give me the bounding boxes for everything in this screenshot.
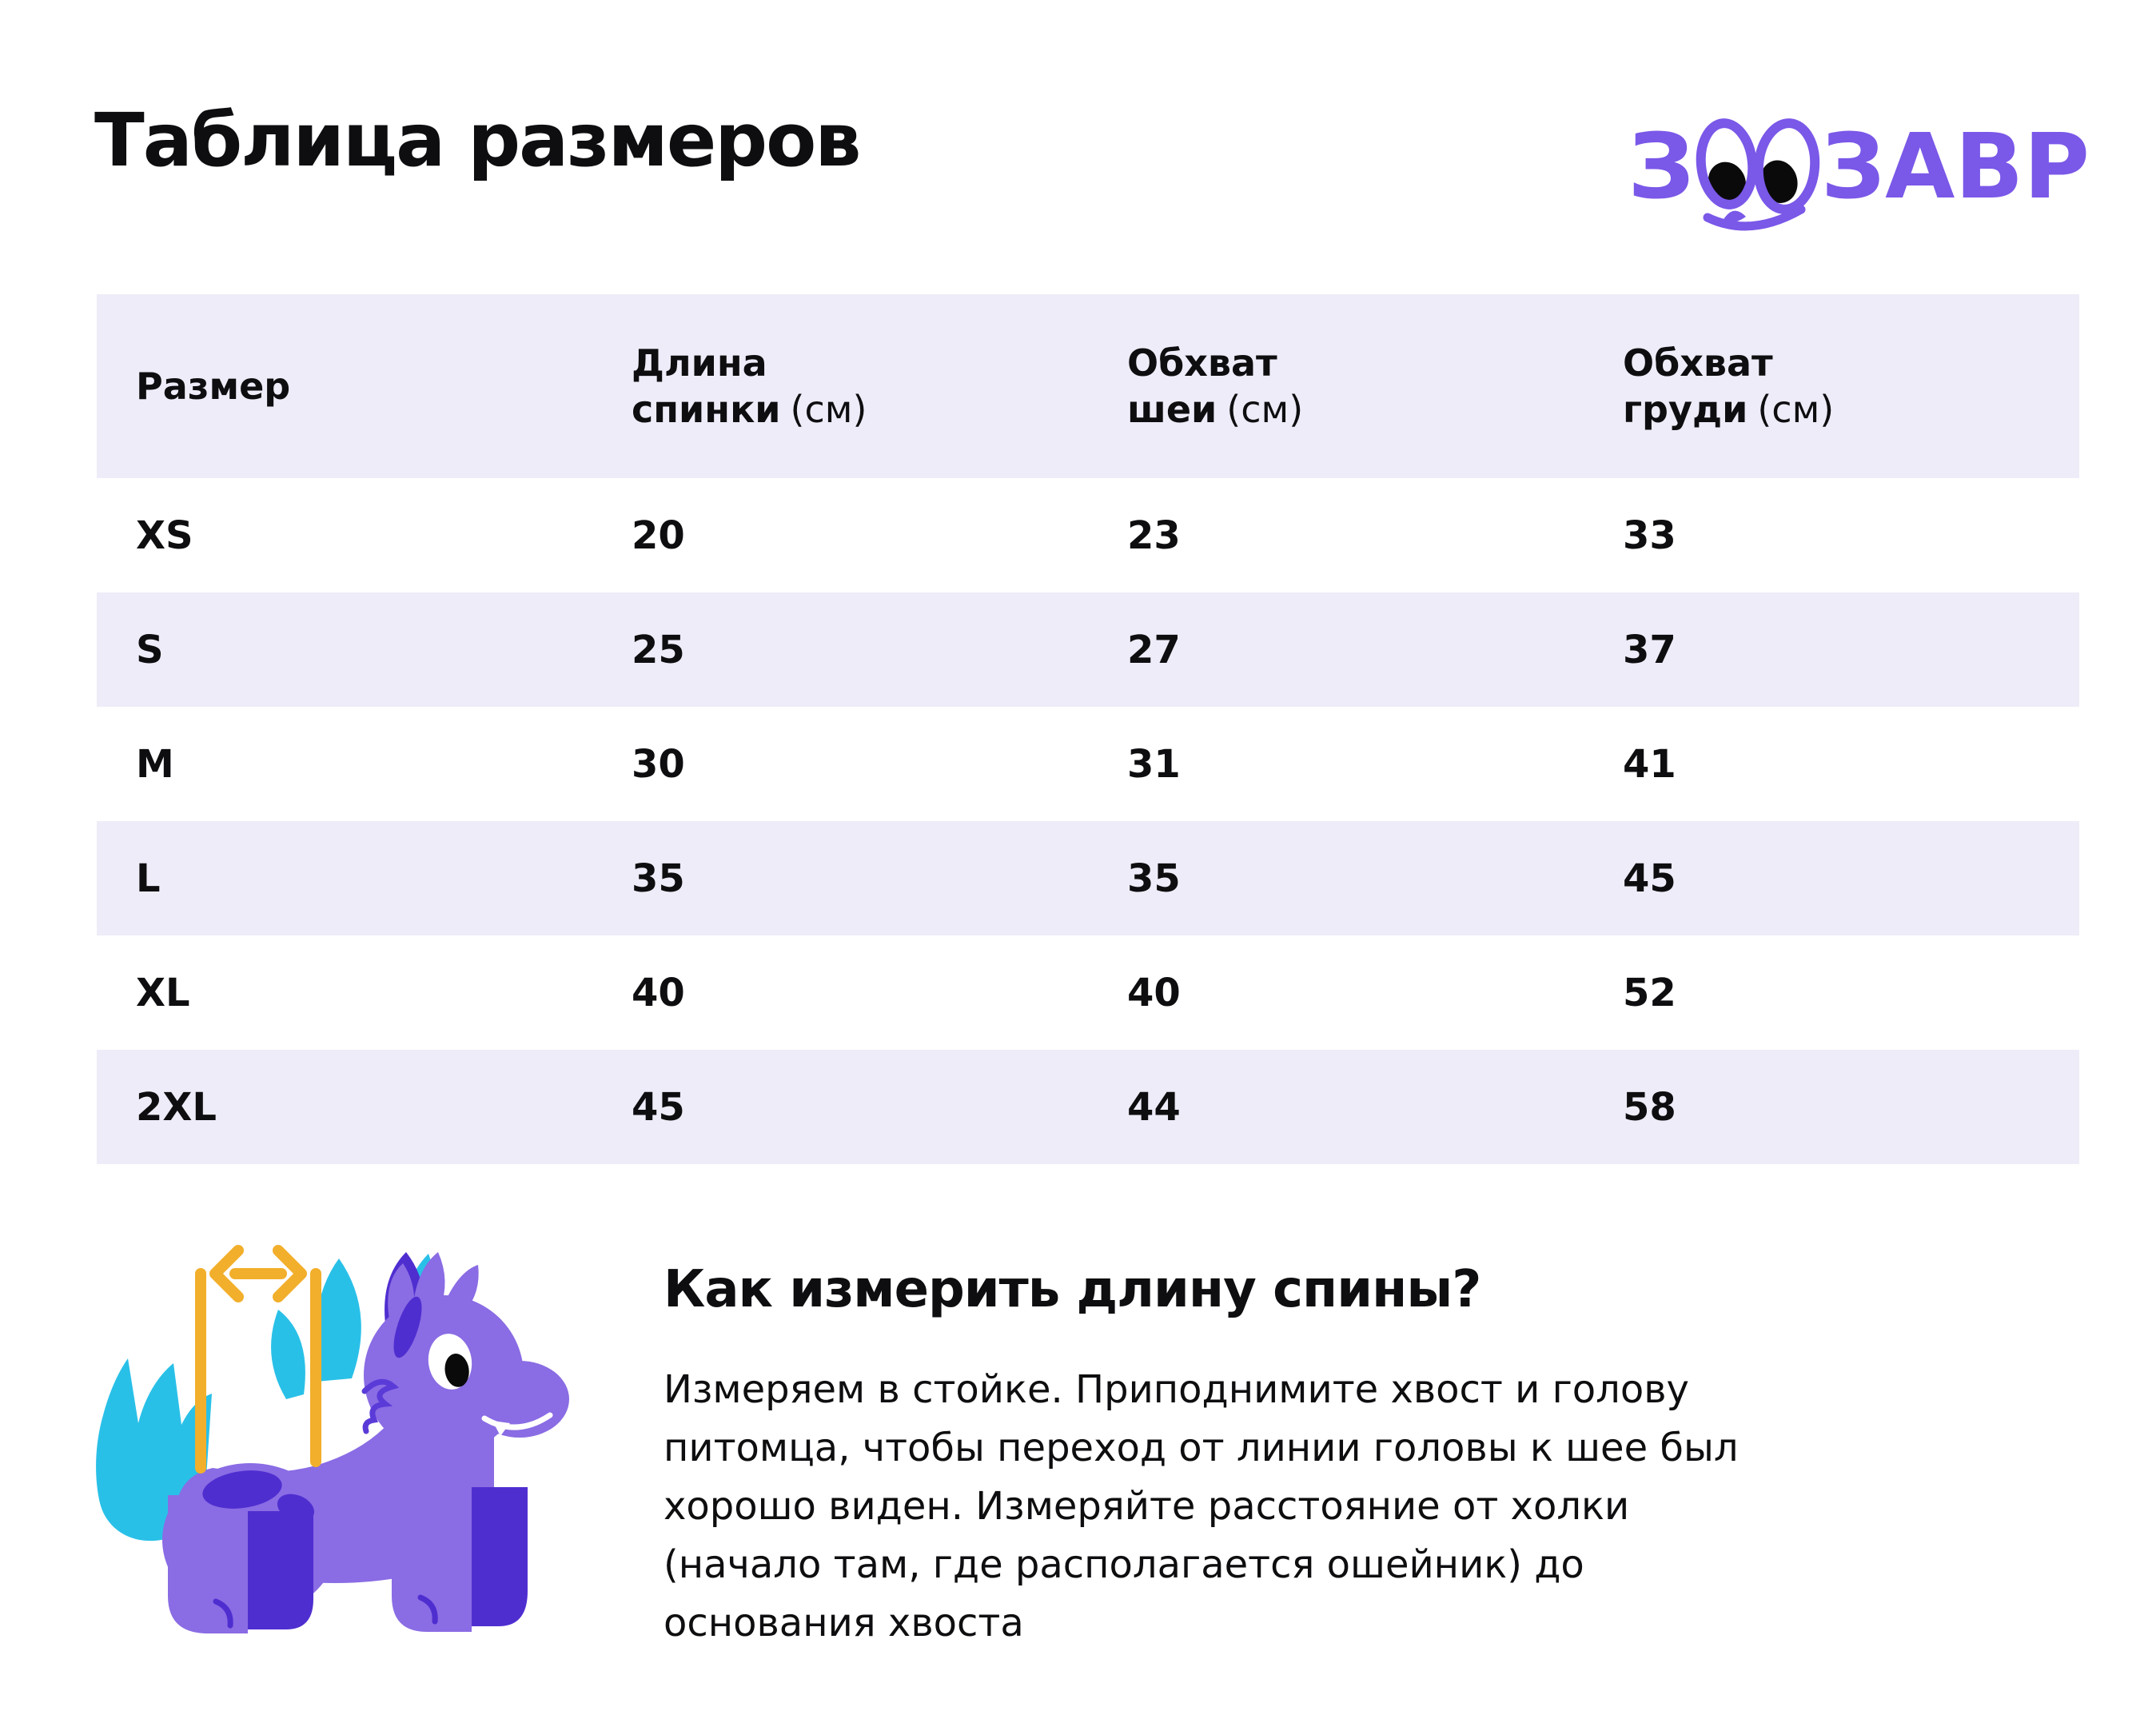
mascot-paw-line <box>417 1594 438 1625</box>
logo-smile-icon <box>1703 205 1806 231</box>
logo-eye-left-icon <box>1696 118 1758 209</box>
mascot-eye <box>428 1334 472 1390</box>
chest-cell: 58 <box>1623 1084 1676 1130</box>
size-cell: 2XL <box>136 1084 217 1130</box>
mascot-paw-line <box>213 1598 233 1629</box>
mascot-body <box>162 1252 569 1633</box>
neck-cell: 27 <box>1127 627 1181 672</box>
table-row: XL 40 40 52 <box>97 935 2079 1050</box>
mascot-fin <box>271 1310 305 1399</box>
neck-cell: 40 <box>1127 970 1181 1015</box>
size-table: Размер Длина спинки (см) Обхват шеи (см) О… <box>97 294 2079 1164</box>
size-cell: L <box>136 856 161 901</box>
header-cell-back-length: Длина спинки (см) <box>632 341 867 431</box>
chest-cell: 41 <box>1623 741 1676 787</box>
back-length-cell: 35 <box>632 856 685 901</box>
mascot-hair-streak <box>393 1296 422 1358</box>
back-length-cell: 25 <box>632 627 685 672</box>
page-title: Таблица размеров <box>94 98 861 183</box>
back-length-cell: 20 <box>632 513 685 558</box>
header-cell-size: Размер <box>136 365 291 408</box>
chest-cell: 33 <box>1623 513 1676 558</box>
table-header-row: Размер Длина спинки (см) Обхват шеи (см) О… <box>97 294 2079 478</box>
size-cell: M <box>136 741 174 787</box>
neck-cell: 35 <box>1127 856 1181 901</box>
back-length-cell: 40 <box>632 970 685 1015</box>
how-to-heading: Как измерить длину спины? <box>664 1260 1481 1319</box>
chest-cell: 52 <box>1623 970 1676 1015</box>
neck-cell: 23 <box>1127 513 1181 558</box>
zoozavr-logo: З ЗАВР <box>1628 115 2090 231</box>
table-body: XS 20 23 33 S 25 27 37 M 30 31 41 L 35 3… <box>97 478 2079 1164</box>
table-row: 2XL 45 44 58 <box>97 1050 2079 1164</box>
table-row: L 35 35 45 <box>97 821 2079 935</box>
size-cell: XS <box>136 513 193 558</box>
measurement-arrow-icon <box>195 1245 321 1474</box>
how-to-text: Измеряем в стойке. Приподнимите хвост и … <box>664 1367 1739 1645</box>
mascot-spot <box>202 1470 282 1509</box>
mascot-fin <box>314 1258 361 1382</box>
chest-cell: 45 <box>1623 856 1676 901</box>
logo-letters-zavr: ЗАВР <box>1821 115 2090 219</box>
table-row: M 30 31 41 <box>97 707 2079 821</box>
mascot-cheek-squiggle <box>361 1378 400 1434</box>
mascot-tooth <box>492 1421 510 1436</box>
back-length-cell: 30 <box>632 741 685 787</box>
header-cell-chest: Обхват груди (см) <box>1623 341 1835 431</box>
logo-eye-right-icon <box>1753 118 1820 214</box>
header-cell-neck: Обхват шеи (см) <box>1127 341 1304 431</box>
size-cell: XL <box>136 970 190 1015</box>
chest-cell: 37 <box>1623 627 1676 672</box>
size-cell: S <box>136 627 164 672</box>
neck-cell: 44 <box>1127 1084 1181 1130</box>
table-row: S 25 27 37 <box>97 592 2079 707</box>
mascot-spot <box>277 1494 315 1522</box>
logo-wordmark: З ЗАВР <box>1628 115 2090 231</box>
back-length-cell: 45 <box>632 1084 685 1130</box>
neck-cell: 31 <box>1127 741 1181 787</box>
dinosaur-mascot-illustration <box>96 1245 569 1633</box>
logo-letter-z: З <box>1628 115 1695 219</box>
table-row: XS 20 23 33 <box>97 478 2079 592</box>
logo-tongue-icon <box>1723 210 1746 223</box>
mascot-smile <box>481 1412 553 1430</box>
